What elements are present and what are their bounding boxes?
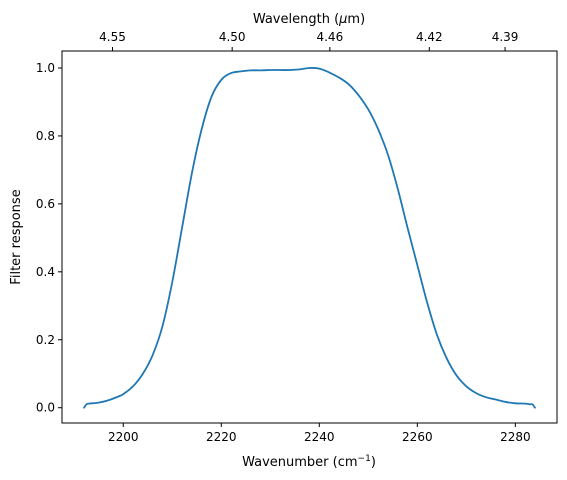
filter-response-line	[83, 67, 536, 409]
x-tick-label: 2220	[206, 430, 237, 444]
x-tick-label: 2200	[108, 430, 139, 444]
y-tick-label: 0.4	[36, 265, 55, 279]
top-tick-label: 4.55	[99, 30, 126, 44]
top-tick-label: 4.39	[492, 30, 519, 44]
y-tick-label: 0.8	[36, 129, 55, 143]
top-axis-label: Wavelength (μm)	[253, 12, 365, 27]
x-axis-ticks: 2200 2220 2240 2260 2280	[108, 423, 531, 444]
top-axis-ticks: 4.55 4.50 4.46 4.42 4.39	[99, 30, 518, 51]
y-axis-label: Filter response	[9, 189, 24, 284]
x-tick-label: 2240	[304, 430, 335, 444]
y-tick-label: 0.0	[36, 401, 55, 415]
y-axis-ticks: 0.0 0.2 0.4 0.6 0.8 1.0	[36, 61, 62, 415]
top-tick-label: 4.42	[416, 30, 443, 44]
x-axis-label: Wavenumber (cm−1)	[242, 454, 376, 470]
plot-frame	[61, 50, 558, 424]
y-tick-label: 0.6	[36, 197, 55, 211]
top-tick-label: 4.46	[316, 30, 343, 44]
series-layer	[83, 67, 536, 409]
x-tick-label: 2260	[402, 430, 433, 444]
top-tick-label: 4.50	[219, 30, 246, 44]
y-tick-label: 0.2	[36, 333, 55, 347]
x-tick-label: 2280	[500, 430, 531, 444]
y-tick-label: 1.0	[36, 61, 55, 75]
